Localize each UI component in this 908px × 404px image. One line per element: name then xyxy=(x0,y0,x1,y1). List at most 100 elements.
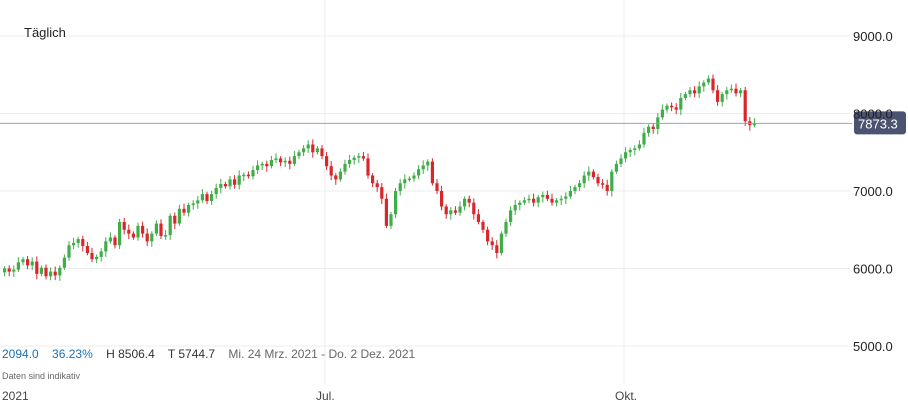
candle[interactable] xyxy=(274,153,278,164)
candle[interactable] xyxy=(12,265,16,278)
candle[interactable] xyxy=(545,190,549,202)
candle[interactable] xyxy=(476,209,480,225)
candle[interactable] xyxy=(26,255,30,270)
candle[interactable] xyxy=(660,104,664,120)
candle[interactable] xyxy=(320,145,324,160)
candle[interactable] xyxy=(311,139,315,158)
candle[interactable] xyxy=(187,202,191,217)
candle[interactable] xyxy=(568,185,572,199)
candle[interactable] xyxy=(495,240,499,259)
candle[interactable] xyxy=(467,195,471,208)
candle[interactable] xyxy=(440,185,444,211)
candle[interactable] xyxy=(532,193,536,207)
candle[interactable] xyxy=(81,235,85,252)
candle[interactable] xyxy=(642,127,646,148)
candle[interactable] xyxy=(246,171,250,179)
candle[interactable] xyxy=(541,191,545,203)
candle[interactable] xyxy=(504,218,508,237)
candle[interactable] xyxy=(380,182,384,205)
candle[interactable] xyxy=(417,165,421,180)
candle[interactable] xyxy=(90,247,94,263)
candle[interactable] xyxy=(711,74,715,94)
candle[interactable] xyxy=(177,204,181,226)
candle[interactable] xyxy=(302,145,306,157)
candle[interactable] xyxy=(357,152,361,164)
candle[interactable] xyxy=(716,85,720,106)
candle[interactable] xyxy=(127,224,131,240)
candle[interactable] xyxy=(624,147,628,163)
candle[interactable] xyxy=(430,158,434,186)
candle[interactable] xyxy=(288,156,292,170)
candle[interactable] xyxy=(688,86,692,98)
candle[interactable] xyxy=(522,197,526,205)
candle[interactable] xyxy=(499,231,503,256)
candle[interactable] xyxy=(214,183,218,199)
candle[interactable] xyxy=(228,176,232,190)
candle[interactable] xyxy=(30,257,34,271)
candle[interactable] xyxy=(628,147,632,157)
candle[interactable] xyxy=(453,206,457,216)
candle[interactable] xyxy=(693,86,697,98)
candle[interactable] xyxy=(251,165,255,180)
candle[interactable] xyxy=(536,194,540,208)
candle[interactable] xyxy=(679,92,683,116)
candle[interactable] xyxy=(444,204,448,219)
candle[interactable] xyxy=(343,159,347,175)
candle[interactable] xyxy=(550,193,554,206)
candles[interactable] xyxy=(3,74,756,281)
candle[interactable] xyxy=(371,173,375,188)
candle[interactable] xyxy=(297,149,301,160)
candle[interactable] xyxy=(122,217,126,235)
interval-label[interactable]: Täglich xyxy=(24,25,66,40)
candle[interactable] xyxy=(35,256,39,280)
candle[interactable] xyxy=(614,160,618,174)
candle[interactable] xyxy=(99,248,103,262)
candle[interactable] xyxy=(647,124,651,137)
candle[interactable] xyxy=(582,171,586,188)
candle[interactable] xyxy=(375,179,379,192)
candle[interactable] xyxy=(403,174,407,189)
candle[interactable] xyxy=(219,178,223,194)
candle[interactable] xyxy=(458,201,462,216)
candle[interactable] xyxy=(605,179,609,196)
candle[interactable] xyxy=(739,87,743,98)
candle[interactable] xyxy=(683,91,687,101)
candle[interactable] xyxy=(637,140,641,151)
candle[interactable] xyxy=(720,91,724,107)
candle[interactable] xyxy=(352,155,356,165)
candle[interactable] xyxy=(665,103,669,113)
candle[interactable] xyxy=(412,172,416,182)
candle[interactable] xyxy=(407,176,411,182)
candle[interactable] xyxy=(7,265,11,277)
candle[interactable] xyxy=(233,175,237,189)
candle[interactable] xyxy=(76,236,80,248)
candle[interactable] xyxy=(610,169,614,197)
candle[interactable] xyxy=(463,196,467,211)
candle[interactable] xyxy=(527,194,531,204)
candle[interactable] xyxy=(182,203,186,216)
candle[interactable] xyxy=(619,154,623,167)
candle[interactable] xyxy=(518,200,522,211)
candle[interactable] xyxy=(269,155,273,169)
candle[interactable] xyxy=(697,81,701,98)
candle[interactable] xyxy=(210,190,214,205)
candle[interactable] xyxy=(131,231,135,240)
candle[interactable] xyxy=(366,153,370,179)
candle[interactable] xyxy=(472,198,476,220)
candle[interactable] xyxy=(108,232,112,244)
candle[interactable] xyxy=(670,102,674,112)
candle[interactable] xyxy=(435,179,439,195)
candle[interactable] xyxy=(578,179,582,191)
candle[interactable] xyxy=(136,222,140,241)
candle[interactable] xyxy=(734,83,738,97)
candle[interactable] xyxy=(591,169,595,180)
candle[interactable] xyxy=(348,154,352,168)
candle[interactable] xyxy=(62,254,66,271)
candle[interactable] xyxy=(398,179,402,196)
candle[interactable] xyxy=(150,231,154,247)
candle[interactable] xyxy=(573,184,577,195)
candle[interactable] xyxy=(118,218,122,250)
candle[interactable] xyxy=(633,145,637,156)
candle[interactable] xyxy=(237,170,241,190)
